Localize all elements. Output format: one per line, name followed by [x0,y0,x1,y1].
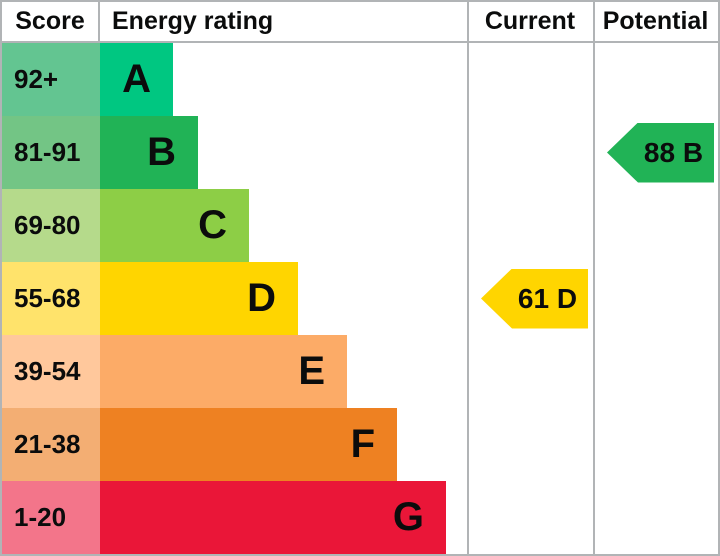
energy-rating-column-header: Energy rating [112,7,274,35]
band-score-range: 81-91 [2,116,100,189]
band-bar-c: C [100,189,249,262]
band-score-range: 39-54 [2,335,100,408]
potential-column-divider [593,2,595,554]
band-bar-e: E [100,335,347,408]
current-column-divider [467,2,469,554]
band-bar-b: B [100,116,198,189]
band-bar-f: F [100,408,397,481]
band-bar-d: D [100,262,298,335]
band-row-d: 55-68 D [2,262,718,335]
band-score-range: 92+ [2,43,100,116]
band-row-b: 81-91 B [2,116,718,189]
band-row-c: 69-80 C [2,189,718,262]
band-row-e: 39-54 E [2,335,718,408]
band-score-range: 1-20 [2,481,100,554]
score-column-header: Score [2,2,100,41]
band-row-a: 92+ A [2,43,718,116]
band-score-range: 55-68 [2,262,100,335]
band-score-range: 21-38 [2,408,100,481]
current-column-header: Current [484,7,576,35]
band-score-range: 69-80 [2,189,100,262]
band-row-g: 1-20 G [2,481,718,554]
potential-column-header: Potential [602,7,709,35]
chart-header-row: Score Energy rating Current Potential [2,2,718,43]
band-row-f: 21-38 F [2,408,718,481]
band-bar-a: A [100,43,173,116]
band-bar-g: G [100,481,446,554]
